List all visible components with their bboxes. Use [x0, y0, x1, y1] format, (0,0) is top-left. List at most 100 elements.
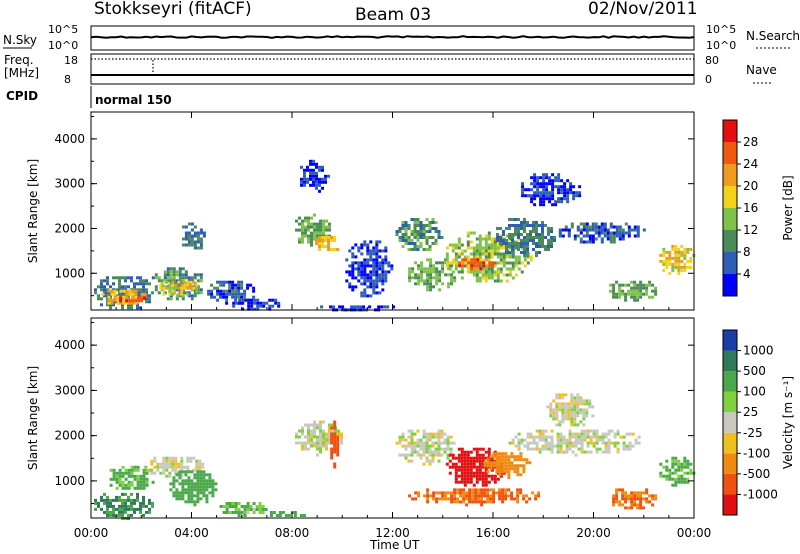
heatmap-cell-8 [425, 438, 429, 442]
heatmap-cell-2 [168, 474, 172, 478]
heatmap-cell-0 [118, 282, 121, 286]
heatmap-cell-16 [538, 224, 541, 227]
heatmap-cell-0 [103, 294, 106, 298]
heatmap-cell-8 [325, 228, 328, 232]
heatmap-cell-3 [211, 482, 215, 486]
heatmap-cell-10 [460, 477, 464, 481]
heatmap-cell-5 [184, 243, 188, 247]
heatmap-cell-11 [483, 464, 487, 468]
heatmap-cell-18 [594, 225, 598, 229]
heatmap-cell-1 [142, 468, 146, 472]
heatmap-cell-12 [431, 236, 435, 239]
heatmap-cell-9 [498, 497, 502, 501]
heatmap-cell-8 [428, 432, 432, 436]
heatmap-cell-10 [478, 471, 482, 475]
heatmap-cell-8 [428, 435, 432, 439]
heatmap-cell-11 [360, 267, 364, 271]
heatmap-cell-3 [196, 476, 200, 480]
heatmap-cell-11 [495, 464, 499, 468]
heatmap-cell-18 [564, 228, 568, 232]
heatmap-cell-0 [124, 285, 127, 289]
heatmap-cell-11 [363, 294, 367, 298]
heatmap-cell-19 [633, 280, 637, 284]
heatmap-cell-0 [112, 510, 115, 514]
heatmap-cell-11 [378, 264, 382, 268]
heatmap-cell-4 [192, 286, 196, 290]
heatmap-cell-12 [610, 441, 614, 445]
heatmap-cell-11 [369, 294, 373, 298]
heatmap-cell-20 [662, 253, 666, 257]
heatmap-cell-15 [671, 483, 675, 487]
heatmap-cell-17 [539, 191, 543, 195]
x-axis-label: Time UT [369, 538, 420, 552]
heatmap-cell-9 [456, 488, 460, 492]
heatmap-cell-0 [97, 294, 100, 298]
heatmap-cell-11 [498, 461, 502, 465]
heatmap-cell-15 [470, 258, 474, 262]
heatmap-cell-3 [178, 476, 182, 480]
heatmap-cell-0 [97, 297, 100, 301]
heatmap-cell-17 [560, 179, 564, 183]
heatmap-cell-3 [172, 491, 176, 495]
heatmap-cell-3 [196, 279, 200, 283]
heatmap-cell-8 [419, 438, 423, 442]
heatmap-cell-11 [372, 282, 376, 286]
heatmap-cell-10 [327, 174, 330, 178]
heatmap-cell-14 [472, 270, 476, 274]
heatmap-cell-0 [109, 504, 112, 508]
heatmap-cell-1 [145, 471, 149, 475]
heatmap-cell-16 [547, 245, 550, 248]
heatmap-cell-17 [557, 179, 561, 183]
heatmap-cell-17 [539, 197, 543, 201]
heatmap-cell-12 [556, 438, 560, 442]
heatmap-cell-13 [429, 285, 433, 289]
heatmap-cell-10 [303, 168, 306, 172]
heatmap-cell-20 [683, 262, 687, 266]
heatmap-cell-12 [401, 239, 405, 242]
heatmap-cell-16 [535, 224, 538, 227]
heatmap-cell-2 [147, 468, 151, 472]
heatmap-cell-6 [322, 438, 325, 442]
heatmap-cell-13 [576, 414, 580, 418]
heatmap-cell-2 [180, 459, 184, 463]
heatmap-cell-11 [372, 273, 376, 277]
heatmap-cell-11 [507, 458, 511, 462]
heatmap-cell-11 [504, 455, 508, 459]
heatmap-cell-11 [519, 464, 523, 468]
heatmap-cell-3 [208, 485, 212, 489]
heatmap-cell-12 [404, 233, 408, 236]
heatmap-cell-13 [573, 405, 577, 409]
heatmap-cell-3 [172, 270, 176, 274]
heatmap-cell-7 [256, 298, 260, 302]
heatmap-cell-16 [514, 218, 517, 221]
heatmap-cell-1 [140, 292, 144, 296]
heatmap-cell-14 [478, 243, 482, 247]
heatmap-cell-4 [192, 280, 196, 284]
heatmap-cell-5 [184, 231, 188, 235]
heatmap-cell-17 [539, 176, 543, 180]
heatmap-cell-12 [419, 233, 423, 236]
heatmap-cell-19 [645, 289, 649, 293]
heatmap-cell-7 [232, 304, 236, 308]
heatmap-cell-10 [303, 177, 306, 181]
heatmap-cell-11 [489, 464, 493, 468]
heatmap-cell-9 [414, 497, 418, 501]
heatmap-cell-15 [674, 456, 678, 460]
heatmap-cell-13 [432, 267, 436, 271]
heatmap-cell-17 [572, 197, 576, 201]
heatmap-cell-3 [205, 485, 209, 489]
heatmap-cell-6 [307, 429, 310, 433]
heatmap-cell-12 [544, 441, 548, 445]
heatmap-cell-8 [410, 444, 414, 448]
heatmap-cell-11 [360, 243, 364, 247]
heatmap-cell-4 [246, 508, 250, 511]
heatmap-cell-11 [501, 467, 505, 471]
heatmap-cell-18 [621, 231, 625, 235]
heatmap-cell-14 [636, 506, 640, 510]
heatmap-cell-14 [490, 267, 494, 271]
heatmap-cell-7 [336, 444, 340, 448]
heatmap-cell-1 [115, 474, 119, 478]
heatmap-cell-1 [121, 471, 125, 475]
heatmap-cell-2 [153, 465, 157, 469]
heatmap-cell-8 [416, 444, 420, 448]
